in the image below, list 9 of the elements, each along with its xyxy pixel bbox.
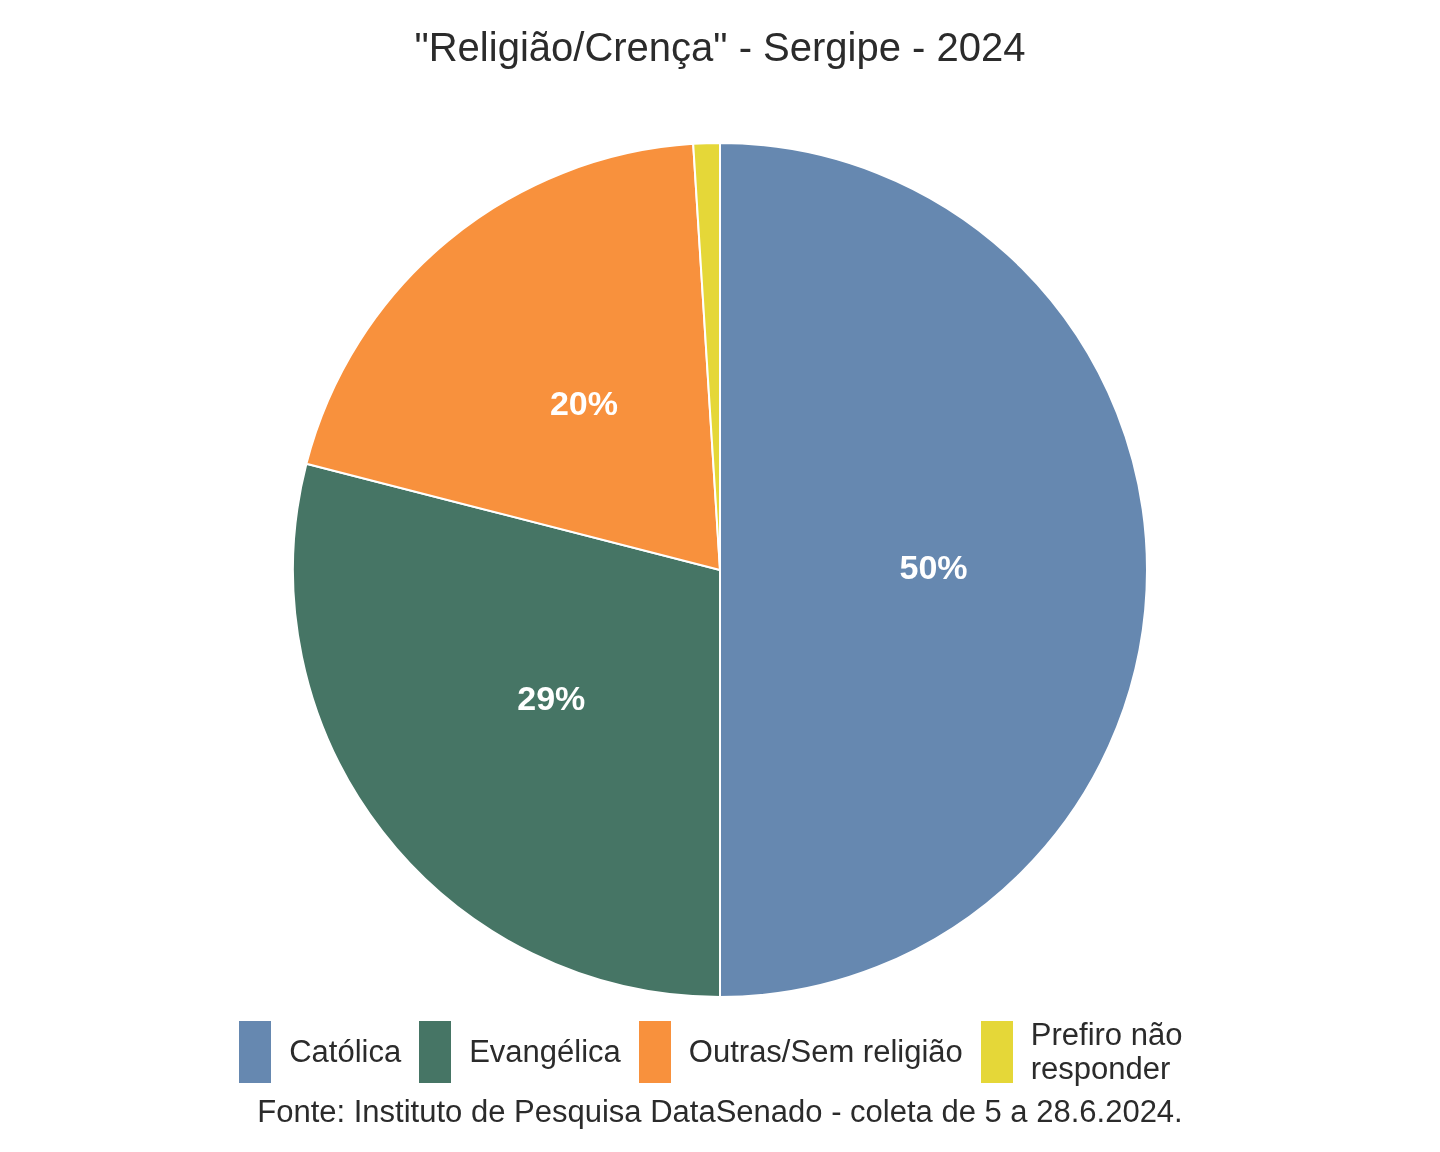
data-label: 50% xyxy=(899,548,968,587)
source-note: Fonte: Instituto de Pesquisa DataSenado - coleta de 5 a 28.6.2024. xyxy=(256,1094,1184,1130)
legend-label: Outras/Sem religião xyxy=(688,1034,963,1069)
legend-label: Católica xyxy=(289,1034,402,1069)
data-label: 29% xyxy=(517,679,586,718)
chart-title: "Religião/Crença" - Sergipe - 2024 xyxy=(414,25,1026,70)
legend-label: Prefiro não responder xyxy=(1030,1017,1184,1086)
legend-label: Evangélica xyxy=(469,1034,621,1069)
data-label: 20% xyxy=(549,383,618,422)
